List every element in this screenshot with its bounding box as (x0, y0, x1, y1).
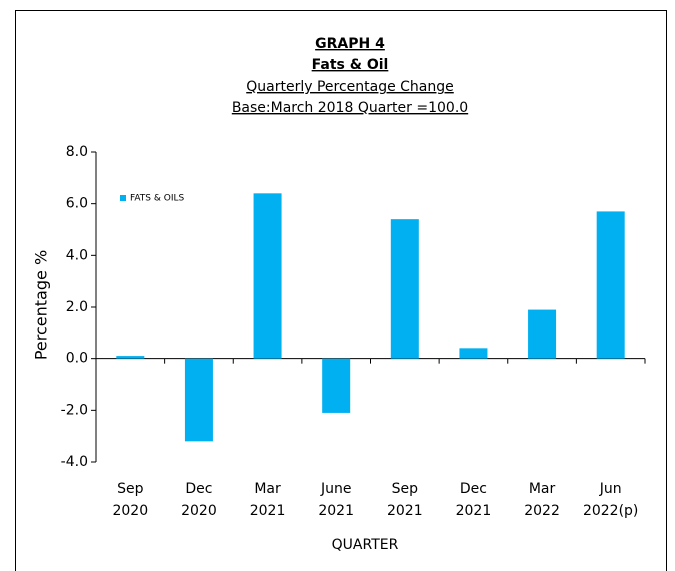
bar (184, 358, 213, 442)
x-tick-label: Dec (185, 481, 212, 497)
legend-swatch (120, 195, 126, 201)
legend-label: FATS & OILS (130, 194, 185, 204)
bar (596, 211, 625, 359)
x-tick-label: Jun (599, 481, 622, 497)
x-tick-label: Sep (117, 481, 144, 497)
x-tick-label: June (320, 481, 352, 497)
x-axis-label: QUARTER (332, 537, 399, 553)
bar (253, 193, 282, 359)
x-tick-label: Mar (254, 481, 281, 497)
chart-subtitle: Fats & Oil (312, 57, 389, 73)
y-tick-label: 0.0 (66, 351, 88, 367)
y-tick-label: 6.0 (66, 196, 88, 212)
y-tick-label: -2.0 (61, 402, 88, 418)
bar (116, 356, 145, 359)
bar (528, 309, 557, 359)
x-tick-label: Sep (392, 481, 419, 497)
x-tick-label: 2021 (456, 503, 492, 519)
bar (459, 348, 488, 359)
x-tick-label: 2022(p) (583, 503, 638, 519)
y-tick-label: 8.0 (66, 144, 88, 160)
x-tick-label: 2021 (250, 503, 286, 519)
x-tick-label: Dec (460, 481, 487, 497)
chart-subtitle: Base:March 2018 Quarter =100.0 (232, 100, 468, 116)
bar (390, 219, 419, 359)
x-tick-label: 2021 (387, 503, 423, 519)
x-tick-label: 2022 (524, 503, 560, 519)
x-tick-label: 2020 (181, 503, 217, 519)
bar (322, 358, 351, 413)
y-tick-label: 4.0 (66, 247, 88, 263)
y-tick-label: -4.0 (61, 454, 88, 470)
chart-title: GRAPH 4 (315, 36, 385, 52)
x-tick-label: 2021 (318, 503, 354, 519)
frame (15, 10, 667, 571)
x-tick-label: 2020 (112, 503, 148, 519)
y-tick-label: 2.0 (66, 299, 88, 315)
y-axis-label: Percentage % (32, 250, 51, 360)
chart-subtitle: Quarterly Percentage Change (246, 79, 454, 95)
x-tick-label: Mar (529, 481, 556, 497)
